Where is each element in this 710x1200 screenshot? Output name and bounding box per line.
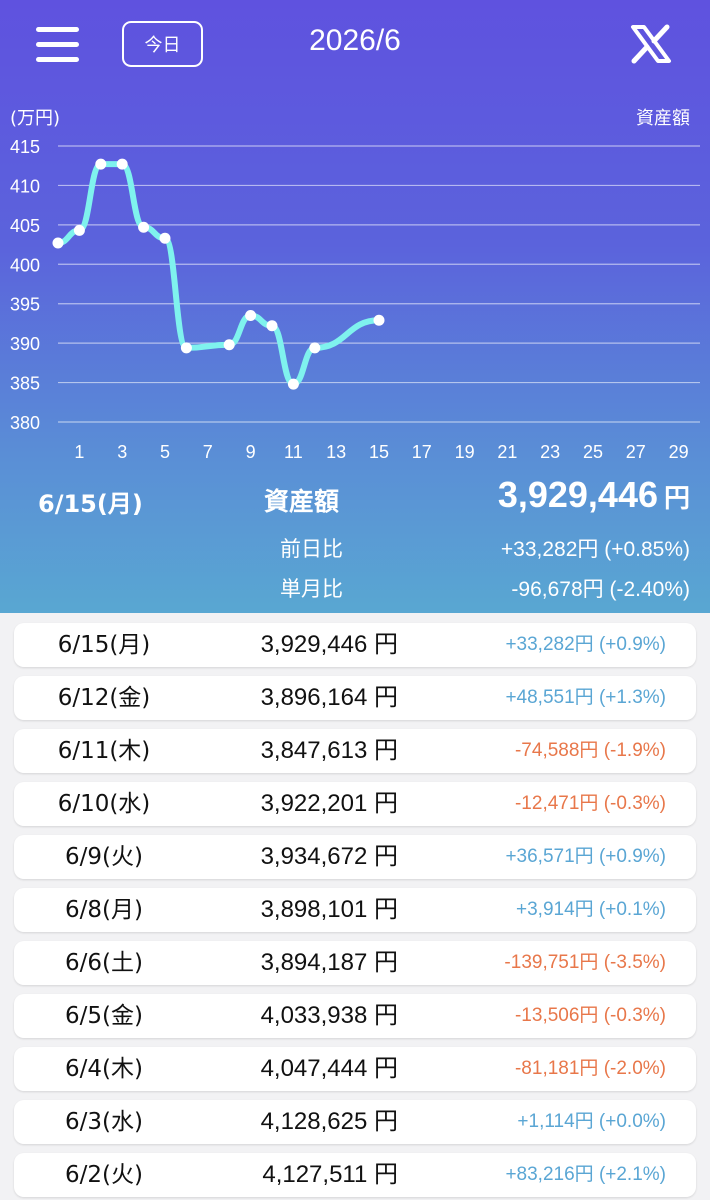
row-date: 6/4(木) xyxy=(65,1056,143,1082)
y-tick-label: 380 xyxy=(10,413,40,433)
list-item[interactable]: 6/6(土) 3,894,187 円 -139,751円 (-3.5%) xyxy=(14,941,696,985)
list-item[interactable]: 6/11(木) 3,847,613 円 -74,588円 (-1.9%) xyxy=(14,729,696,773)
row-value: 4,128,625 円 xyxy=(260,1108,398,1135)
data-point xyxy=(287,378,299,390)
x-tick-label: 7 xyxy=(203,442,213,462)
list-item[interactable]: 6/4(木) 4,047,444 円 -81,181円 (-2.0%) xyxy=(14,1047,696,1091)
row-change: -74,588円 (-1.9%) xyxy=(514,740,666,761)
data-point xyxy=(373,314,385,326)
x-tick-label: 1 xyxy=(74,442,84,462)
row-value: 3,929,446 円 xyxy=(260,631,398,658)
data-point xyxy=(223,339,235,351)
data-point xyxy=(159,232,171,244)
row-date: 6/8(月) xyxy=(65,897,143,923)
chart-unit-label: (万円) xyxy=(10,108,61,129)
x-tick-label: 27 xyxy=(626,442,646,462)
data-point xyxy=(266,320,278,332)
row-value: 4,033,938 円 xyxy=(260,1002,398,1029)
x-tick-label: 9 xyxy=(246,442,256,462)
data-point xyxy=(95,158,107,170)
prev-day-value: +33,282円 (+0.85%) xyxy=(500,538,690,561)
today-button[interactable]: 今日 xyxy=(122,21,203,67)
x-tick-label: 21 xyxy=(497,442,517,462)
list-item[interactable]: 6/3(水) 4,128,625 円 +1,114円 (+0.0%) xyxy=(14,1100,696,1144)
y-tick-label: 410 xyxy=(10,176,40,196)
summary-label: 資産額 xyxy=(264,487,340,516)
y-tick-label: 405 xyxy=(10,216,40,236)
x-tick-label: 11 xyxy=(284,442,303,462)
x-tick-label: 23 xyxy=(540,442,560,462)
list-item[interactable]: 6/2(火) 4,127,511 円 +83,216円 (+2.1%) xyxy=(14,1153,696,1197)
row-date: 6/2(火) xyxy=(65,1162,143,1188)
month-title: 2026/6 xyxy=(309,24,401,57)
summary-total-yen: 円 xyxy=(663,483,690,513)
row-date: 6/12(金) xyxy=(57,685,151,711)
row-date: 6/15(月) xyxy=(57,632,151,658)
row-change: +33,282円 (+0.9%) xyxy=(505,634,666,655)
list-item[interactable]: 6/10(水) 3,922,201 円 -12,471円 (-0.3%) xyxy=(14,782,696,826)
row-change: +1,114円 (+0.0%) xyxy=(517,1111,666,1132)
summary-total-value: 3,929,446 xyxy=(497,474,658,515)
row-change: +83,216円 (+2.1%) xyxy=(505,1164,666,1185)
x-tick-label: 17 xyxy=(412,442,432,462)
row-change: -139,751円 (-3.5%) xyxy=(504,952,666,973)
summary-date: 6/15(月) xyxy=(38,490,143,518)
y-tick-label: 390 xyxy=(10,334,40,354)
row-change: +3,914円 (+0.1%) xyxy=(516,899,666,920)
month-change-label: 単月比 xyxy=(280,577,343,601)
data-point xyxy=(116,158,128,170)
row-change: -13,506円 (-0.3%) xyxy=(514,1005,666,1026)
row-date: 6/11(木) xyxy=(57,738,151,764)
x-tick-label: 25 xyxy=(583,442,603,462)
data-point xyxy=(180,342,192,354)
data-point xyxy=(73,224,85,236)
daily-list: 6/15(月) 3,929,446 円 +33,282円 (+0.9%) 6/12(金… xyxy=(14,623,696,1200)
row-value: 3,894,187 円 xyxy=(260,949,398,976)
data-point xyxy=(309,342,321,354)
row-change: -81,181円 (-2.0%) xyxy=(514,1058,666,1079)
row-date: 6/10(水) xyxy=(57,791,151,817)
x-tick-label: 15 xyxy=(369,442,389,462)
data-point xyxy=(138,221,150,233)
row-date: 6/6(土) xyxy=(65,950,143,976)
row-change: -12,471円 (-0.3%) xyxy=(514,793,666,814)
row-change: +48,551円 (+1.3%) xyxy=(505,687,666,708)
row-value: 4,047,444 円 xyxy=(260,1055,398,1082)
list-item[interactable]: 6/12(金) 3,896,164 円 +48,551円 (+1.3%) xyxy=(14,676,696,720)
y-tick-label: 400 xyxy=(10,255,40,275)
x-tick-label: 5 xyxy=(160,442,170,462)
summary-total: 3,929,446 円 xyxy=(498,474,690,516)
row-value: 4,127,511 円 xyxy=(262,1161,398,1188)
y-tick-label: 415 xyxy=(10,137,40,157)
row-value: 3,934,672 円 xyxy=(260,843,398,870)
row-value: 3,896,164 円 xyxy=(260,684,398,711)
row-date: 6/9(火) xyxy=(65,844,143,870)
row-date: 6/5(金) xyxy=(65,1003,143,1029)
list-item[interactable]: 6/9(火) 3,934,672 円 +36,571円 (+0.9%) xyxy=(14,835,696,879)
row-value: 3,898,101 円 xyxy=(260,896,398,923)
row-change: +36,571円 (+0.9%) xyxy=(505,846,666,867)
data-point xyxy=(245,310,257,322)
row-value: 3,922,201 円 xyxy=(260,790,398,817)
y-tick-label: 385 xyxy=(10,374,40,394)
chart-series-label: 資産額 xyxy=(636,108,690,129)
x-tick-label: 29 xyxy=(669,442,689,462)
x-tick-label: 13 xyxy=(326,442,346,462)
y-tick-label: 395 xyxy=(10,295,40,315)
month-change-value: -96,678円 (-2.40%) xyxy=(511,578,690,601)
chart-panel: 今日 2026/6 (万円) 資産額 415 410 405 400 395 390 385… xyxy=(0,0,710,613)
prev-day-label: 前日比 xyxy=(280,537,343,561)
row-value: 3,847,613 円 xyxy=(260,737,398,764)
list-item[interactable]: 6/5(金) 4,033,938 円 -13,506円 (-0.3%) xyxy=(14,994,696,1038)
series-line xyxy=(55,161,382,388)
list-item[interactable]: 6/8(月) 3,898,101 円 +3,914円 (+0.1%) xyxy=(14,888,696,932)
data-point xyxy=(52,237,64,249)
row-date: 6/3(水) xyxy=(65,1109,143,1135)
list-item[interactable]: 6/15(月) 3,929,446 円 +33,282円 (+0.9%) xyxy=(14,623,696,667)
x-tick-label: 3 xyxy=(117,442,127,462)
hamburger-menu-icon[interactable] xyxy=(36,27,79,63)
x-logo-icon[interactable] xyxy=(630,24,672,64)
x-tick-label: 19 xyxy=(455,442,475,462)
